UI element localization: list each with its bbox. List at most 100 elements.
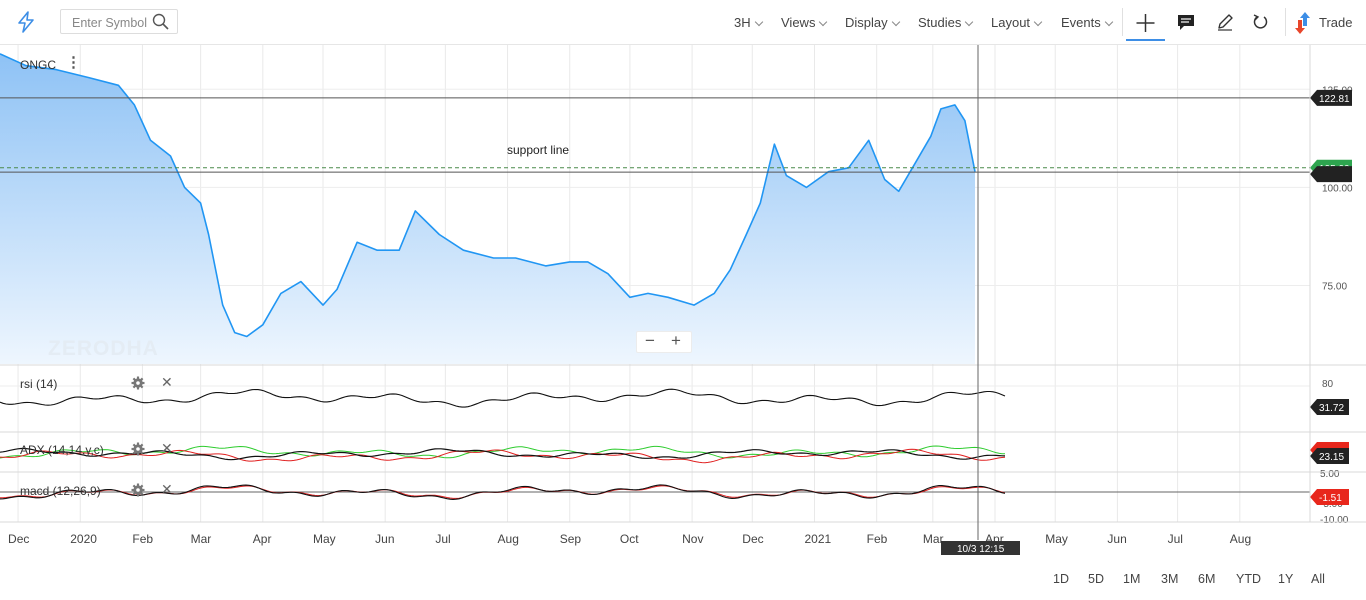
zerodha-watermark: ZERODHA xyxy=(48,337,159,360)
trade-button[interactable]: Trade xyxy=(1319,15,1353,30)
price-level-lines xyxy=(0,97,1310,173)
date-tick-label: Dec xyxy=(8,532,29,546)
range-button-1y[interactable]: 1Y xyxy=(1278,572,1294,586)
price-tags: 122.81105.00 xyxy=(1310,89,1352,183)
range-button-6m[interactable]: 6M xyxy=(1198,572,1216,586)
range-button-3m[interactable]: 3M xyxy=(1161,572,1179,586)
macd-tick-label: -10.00 xyxy=(1320,515,1349,526)
chevron-down-icon xyxy=(965,17,974,27)
trade-arrows-icon[interactable] xyxy=(1294,10,1312,36)
price-tag-last-bg xyxy=(1310,166,1352,183)
date-tick-label: May xyxy=(1045,532,1068,546)
crosshair-icon xyxy=(1136,14,1155,32)
rsi-value-tag: 31.72 xyxy=(1319,403,1344,414)
adx-minus-di-line xyxy=(0,448,1006,464)
chevron-down-icon xyxy=(1104,17,1113,27)
range-button-5d[interactable]: 5D xyxy=(1088,572,1104,586)
date-tick-label: Mar xyxy=(191,532,212,546)
rsi-tick-label: 80 xyxy=(1322,379,1334,390)
lightning-logo-icon[interactable] xyxy=(14,10,38,34)
date-tick-label: Aug xyxy=(1230,532,1251,546)
price-tick-label: 75.00 xyxy=(1322,282,1347,293)
chevron-down-icon xyxy=(754,17,763,27)
date-time-tag-bg xyxy=(941,541,1020,555)
search-icon[interactable] xyxy=(152,13,169,30)
price-tick-label: 100.00 xyxy=(1322,183,1353,194)
macd-line xyxy=(0,484,1006,500)
gear-icon[interactable] xyxy=(131,442,145,456)
date-tick-label: 2021 xyxy=(804,532,831,546)
chevron-down-icon xyxy=(891,17,900,27)
close-icon[interactable]: ✕ xyxy=(161,440,173,456)
date-tick-label: Jun xyxy=(1107,532,1126,546)
date-tick-label: Apr xyxy=(253,532,272,546)
comment-icon[interactable] xyxy=(1176,12,1196,32)
range-button-ytd[interactable]: YTD xyxy=(1236,572,1261,586)
range-button-1d[interactable]: 1D xyxy=(1053,572,1069,586)
rsi-line xyxy=(0,388,1006,408)
date-tick-label: Oct xyxy=(620,532,639,546)
chevron-down-icon xyxy=(1033,17,1043,27)
date-tick-label: Feb xyxy=(132,532,153,546)
display-menu[interactable]: Display xyxy=(845,15,900,30)
views-label: Views xyxy=(781,15,816,30)
crosshair-button[interactable] xyxy=(1126,8,1165,41)
price-tag-high-bg xyxy=(1310,89,1352,106)
interval-label: 3H xyxy=(734,15,751,30)
toolbar-divider xyxy=(1122,8,1123,36)
studies-label: Studies xyxy=(918,15,962,30)
date-tick-label: Aug xyxy=(498,532,519,546)
date-tick-label: May xyxy=(313,532,336,546)
date-axis-ticks: Dec 2020 Feb Mar Apr May Jun Jul Aug Sep Oct Nov Dec… xyxy=(8,532,1251,546)
undo-icon[interactable] xyxy=(1250,12,1270,32)
top-toolbar: 3H Views Display Studies Layout Events T… xyxy=(0,0,1366,45)
date-tick-label: Jul xyxy=(435,532,450,546)
gear-icon[interactable] xyxy=(131,483,145,497)
price-area-fill xyxy=(0,53,975,365)
pencil-icon[interactable] xyxy=(1215,12,1235,32)
price-line xyxy=(0,53,976,338)
date-tick-label: Jul xyxy=(1168,532,1183,546)
macd-value-tag-bg xyxy=(1310,489,1349,505)
date-tick-label: Nov xyxy=(682,532,703,546)
range-button-all[interactable]: All xyxy=(1311,572,1325,586)
symbol-search-input[interactable] xyxy=(70,11,160,34)
symbol-search[interactable] xyxy=(60,9,178,34)
range-button-1m[interactable]: 1M xyxy=(1123,572,1141,586)
adx-value-tag: 23.15 xyxy=(1319,452,1344,463)
date-tick-label: Sep xyxy=(560,532,582,546)
gear-icon[interactable] xyxy=(131,376,145,390)
close-icon[interactable]: ✕ xyxy=(161,374,173,390)
date-tick-label: Mar xyxy=(923,532,944,546)
date-time-tag: 10/3 12:15 xyxy=(957,544,1005,555)
date-tick-label: Feb xyxy=(867,532,888,546)
studies-menu[interactable]: Studies xyxy=(918,15,974,30)
adx-line xyxy=(0,447,1006,461)
symbol-more-icon[interactable]: ⋮ xyxy=(66,54,81,71)
events-label: Events xyxy=(1061,15,1101,30)
zoom-in-button[interactable]: + xyxy=(671,331,681,350)
layout-label: Layout xyxy=(991,15,1031,30)
zoom-out-button[interactable]: − xyxy=(645,331,655,350)
layout-menu[interactable]: Layout xyxy=(991,15,1043,30)
display-label: Display xyxy=(845,15,888,30)
price-tag-high: 122.81 xyxy=(1319,94,1350,105)
symbol-label[interactable]: ONGC xyxy=(20,58,56,72)
macd-label: macd (12,26,9) xyxy=(20,484,101,498)
close-icon[interactable]: ✕ xyxy=(161,481,173,497)
views-menu[interactable]: Views xyxy=(781,15,828,30)
interval-menu[interactable]: 3H xyxy=(734,15,763,30)
zoom-control: − + xyxy=(636,331,692,353)
date-tick-label: Dec xyxy=(742,532,763,546)
adx-label: ADX (14,14,y,c) xyxy=(20,443,104,457)
events-menu[interactable]: Events xyxy=(1061,15,1113,30)
macd-tick-label: 5.00 xyxy=(1320,469,1340,480)
macd-value-tag: -1.51 xyxy=(1319,493,1342,504)
date-tick-label: Jun xyxy=(375,532,394,546)
toolbar-divider xyxy=(1285,8,1286,36)
adx-value-tag-bg xyxy=(1310,448,1349,464)
date-tick-label: 2020 xyxy=(70,532,97,546)
